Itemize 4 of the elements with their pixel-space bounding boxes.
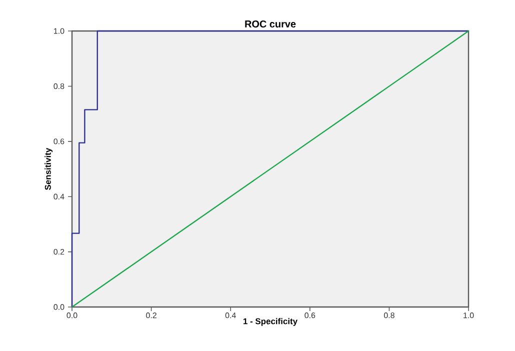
chart-title: ROC curve [245,20,296,28]
y-axis-title: Sensitivity [44,148,53,190]
line-series [71,30,470,308]
x-axis-title: 1 - Specificity [243,318,298,326]
